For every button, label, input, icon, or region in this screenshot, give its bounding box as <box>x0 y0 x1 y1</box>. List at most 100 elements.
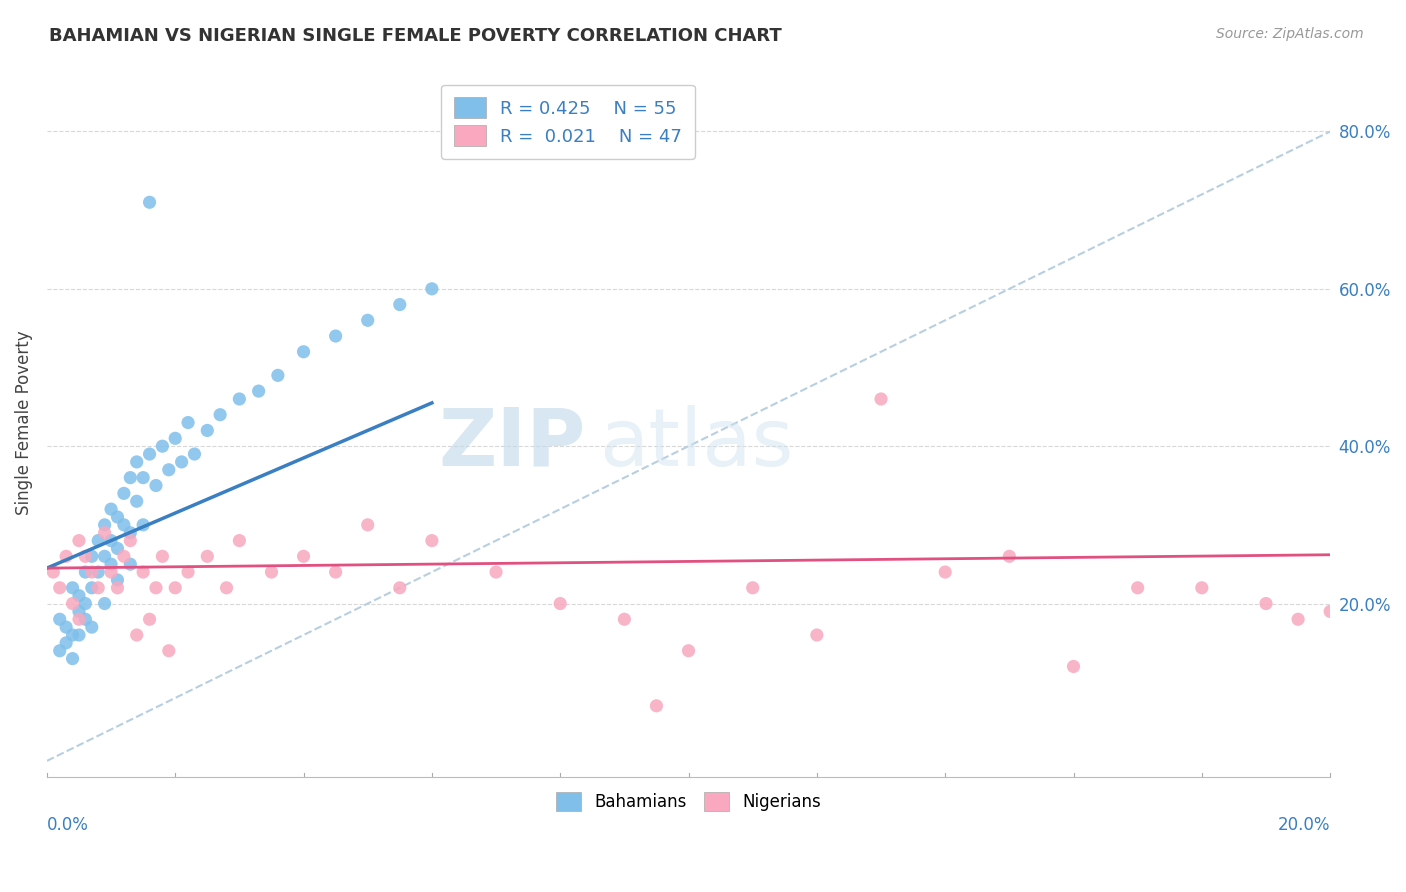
Point <box>87 565 110 579</box>
Point <box>145 478 167 492</box>
Point <box>325 329 347 343</box>
Point <box>100 565 122 579</box>
Point <box>75 565 97 579</box>
Point <box>55 636 77 650</box>
Point <box>613 612 636 626</box>
Point <box>170 455 193 469</box>
Point <box>420 282 443 296</box>
Point <box>998 549 1021 564</box>
Point <box>177 416 200 430</box>
Point <box>107 541 129 556</box>
Point <box>67 628 90 642</box>
Point <box>138 447 160 461</box>
Text: atlas: atlas <box>599 405 793 483</box>
Point <box>1286 612 1309 626</box>
Point <box>1191 581 1213 595</box>
Point <box>132 470 155 484</box>
Point <box>357 517 380 532</box>
Point <box>112 549 135 564</box>
Point <box>260 565 283 579</box>
Point <box>55 620 77 634</box>
Text: 0.0%: 0.0% <box>46 815 89 833</box>
Point <box>420 533 443 548</box>
Point <box>678 644 700 658</box>
Point <box>120 470 142 484</box>
Point <box>62 581 84 595</box>
Point <box>107 581 129 595</box>
Text: BAHAMIAN VS NIGERIAN SINGLE FEMALE POVERTY CORRELATION CHART: BAHAMIAN VS NIGERIAN SINGLE FEMALE POVER… <box>49 27 782 45</box>
Point <box>75 597 97 611</box>
Point <box>138 195 160 210</box>
Point <box>485 565 508 579</box>
Point <box>125 455 148 469</box>
Point <box>42 565 65 579</box>
Point <box>80 565 103 579</box>
Point <box>165 581 187 595</box>
Point <box>209 408 232 422</box>
Point <box>100 533 122 548</box>
Point <box>100 558 122 572</box>
Legend: Bahamians, Nigerians: Bahamians, Nigerians <box>550 785 827 818</box>
Point <box>934 565 956 579</box>
Point <box>388 581 411 595</box>
Point <box>107 510 129 524</box>
Point <box>62 597 84 611</box>
Point <box>75 612 97 626</box>
Point <box>1319 604 1341 618</box>
Point <box>67 612 90 626</box>
Point <box>87 581 110 595</box>
Point <box>1063 659 1085 673</box>
Point <box>357 313 380 327</box>
Point <box>55 549 77 564</box>
Point <box>132 565 155 579</box>
Text: ZIP: ZIP <box>439 405 586 483</box>
Point <box>195 424 218 438</box>
Point <box>165 431 187 445</box>
Text: 20.0%: 20.0% <box>1278 815 1330 833</box>
Point <box>107 573 129 587</box>
Point <box>388 297 411 311</box>
Point <box>292 549 315 564</box>
Point <box>93 525 115 540</box>
Point <box>80 620 103 634</box>
Point <box>87 533 110 548</box>
Point <box>62 628 84 642</box>
Point <box>125 628 148 642</box>
Point <box>93 517 115 532</box>
Point <box>228 533 250 548</box>
Point <box>48 581 70 595</box>
Point <box>120 525 142 540</box>
Point <box>548 597 571 611</box>
Point <box>247 384 270 398</box>
Point <box>112 517 135 532</box>
Point <box>67 533 90 548</box>
Point <box>325 565 347 579</box>
Point <box>132 517 155 532</box>
Point <box>228 392 250 406</box>
Point <box>125 494 148 508</box>
Point <box>215 581 238 595</box>
Point <box>138 612 160 626</box>
Point <box>150 549 173 564</box>
Point <box>48 612 70 626</box>
Point <box>75 549 97 564</box>
Point <box>150 439 173 453</box>
Y-axis label: Single Female Poverty: Single Female Poverty <box>15 330 32 515</box>
Point <box>80 549 103 564</box>
Point <box>1254 597 1277 611</box>
Point <box>292 344 315 359</box>
Point <box>195 549 218 564</box>
Point <box>157 463 180 477</box>
Point <box>645 698 668 713</box>
Point <box>67 589 90 603</box>
Point <box>100 502 122 516</box>
Point <box>806 628 828 642</box>
Point <box>93 549 115 564</box>
Point <box>48 644 70 658</box>
Point <box>177 565 200 579</box>
Point <box>67 604 90 618</box>
Point <box>62 651 84 665</box>
Point <box>1126 581 1149 595</box>
Point <box>267 368 290 383</box>
Point <box>183 447 205 461</box>
